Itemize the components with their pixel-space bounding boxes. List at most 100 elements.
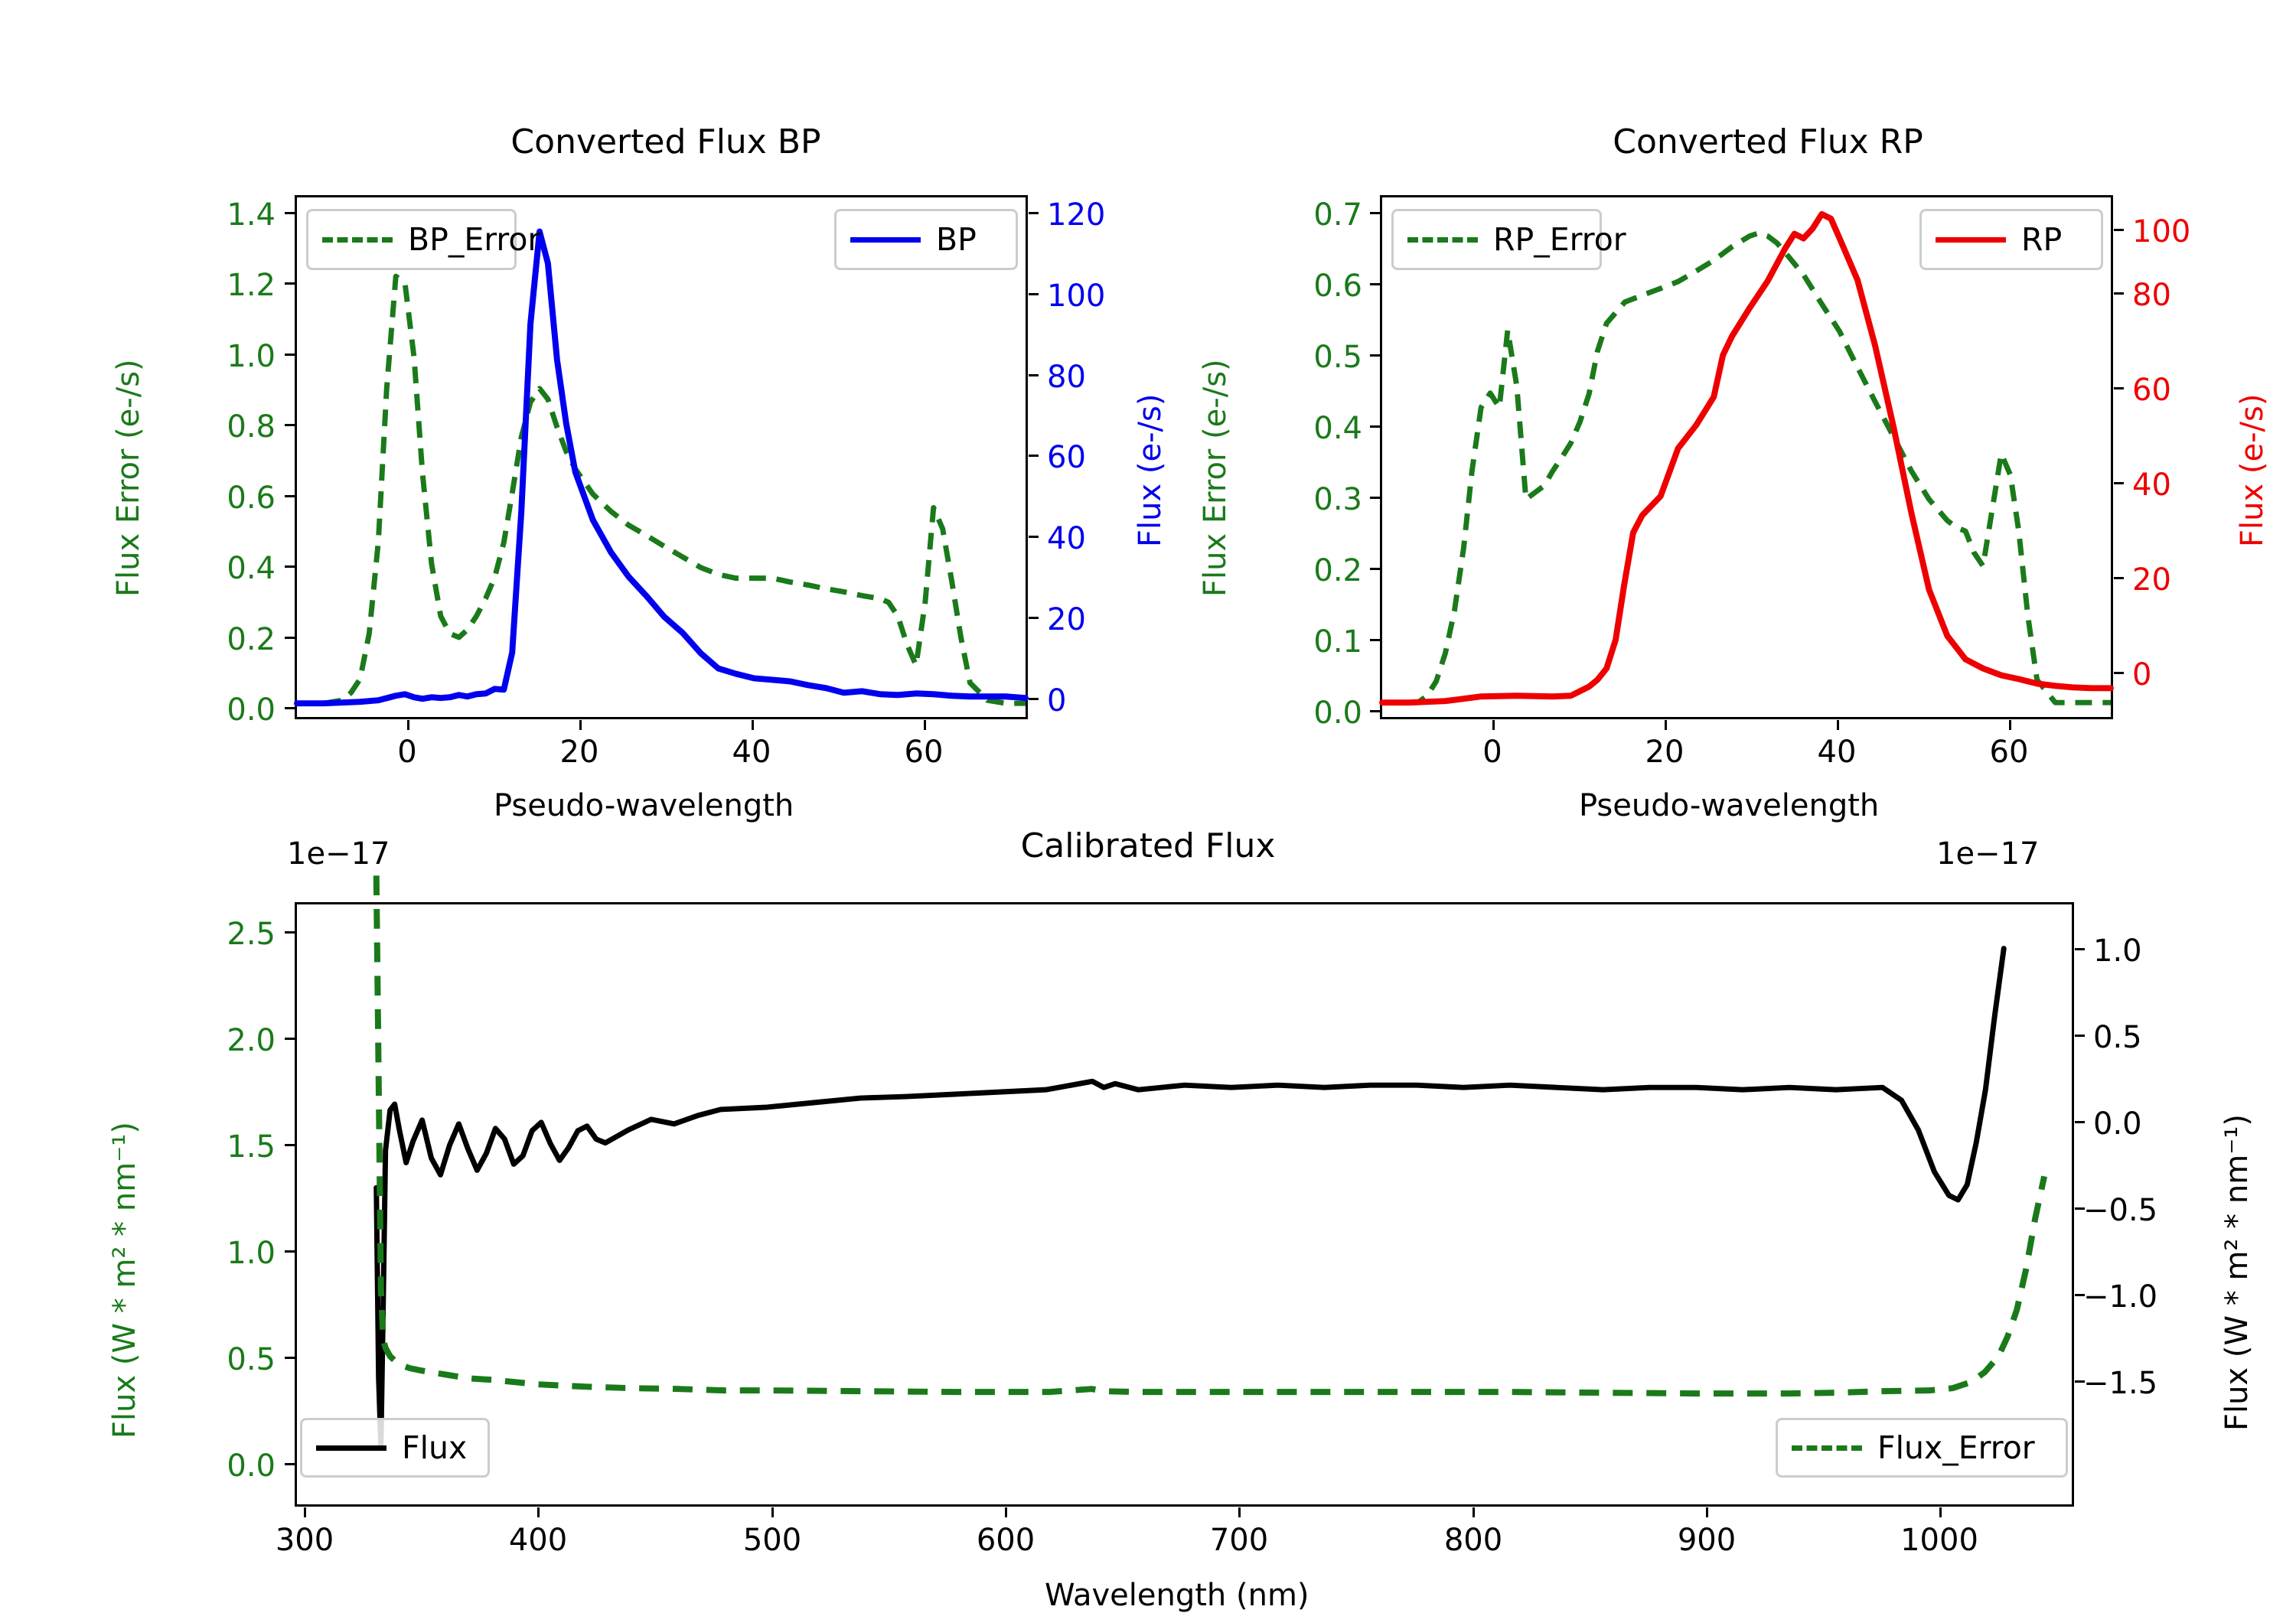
rp-xaxis-label: Pseudo-wavelength (1579, 788, 1880, 823)
bp-ytick-1: 1.2 (227, 268, 276, 303)
bp-plot-area (294, 195, 1029, 719)
calibrated-ytick-4: 0.5 (227, 1342, 276, 1377)
calibrated-flux-legend[interactable]: Flux (300, 1418, 490, 1478)
rp-ytickmark-0 (1370, 212, 1380, 214)
calibrated-ytickmark-2 (285, 1144, 295, 1146)
calibrated-ytick-right-4: −1.0 (2083, 1279, 2158, 1315)
bp-ytick-right-4: 40 (1047, 521, 1086, 556)
calibrated-ytick-right-0: 1.0 (2093, 934, 2142, 969)
calibrated-xtickmark-7 (1939, 1507, 1942, 1517)
bp-ytick-right-2: 80 (1047, 360, 1086, 395)
bp-xtickmark-0 (407, 720, 409, 730)
rp-error-legend[interactable]: RP_Error (1391, 209, 1626, 270)
bp-ytickmark-5 (285, 565, 295, 568)
rp-panel-title: Converted Flux RP (1613, 122, 1923, 161)
calibrated-xtickmark-1 (537, 1507, 540, 1517)
calibrated-xaxis-label: Wavelength (nm) (1045, 1578, 1309, 1613)
rp-ytickmark-6 (1370, 639, 1380, 641)
bp-error-curve (297, 273, 1026, 706)
calibrated-flux-error-legend-line-icon (1792, 1445, 1862, 1451)
calibrated-yaxis-label-right: Flux (W * m² * nm⁻¹) (2219, 1114, 2255, 1431)
bp-ytick-3: 0.8 (227, 409, 276, 445)
bp-error-legend-line-icon (322, 236, 393, 243)
rp-ytickmark-right-2 (2114, 387, 2124, 389)
bp-yaxis-label-left: Flux Error (e-/s) (111, 359, 146, 597)
bp-xtick-2: 40 (732, 735, 771, 770)
bp-ytick-right-3: 60 (1047, 440, 1086, 475)
calibrated-ytickmark-right-1 (2075, 1035, 2085, 1037)
calibrated-curves (373, 875, 2047, 1449)
bp-ytickmark-right-0 (1029, 212, 1039, 214)
calibrated-ytickmark-1 (285, 1038, 295, 1040)
calibrated-plot-area (295, 875, 2074, 1507)
bp-ytickmark-0 (285, 212, 295, 214)
calibrated-ytick-2: 1.5 (227, 1129, 276, 1165)
calibrated-flux-legend-label: Flux (402, 1429, 468, 1466)
bp-ytickmark-right-5 (1029, 617, 1039, 619)
rp-ytickmark-right-5 (2114, 672, 2124, 674)
rp-ytick-1: 0.6 (1313, 269, 1362, 304)
rp-curves (1379, 210, 2114, 706)
calibrated-ytickmark-5 (285, 1463, 295, 1465)
bp-ytickmark-1 (285, 282, 295, 285)
calibrated-ytickmark-right-0 (2075, 948, 2085, 950)
calibrated-xtickmark-5 (1473, 1507, 1475, 1517)
calibrated-flux-error-legend[interactable]: Flux_Error (1776, 1418, 2068, 1478)
rp-yaxis-label-left: Flux Error (e-/s) (1198, 359, 1233, 597)
bp-ytickmark-4 (285, 495, 295, 497)
rp-ytick-7: 0.0 (1313, 696, 1362, 731)
rp-ytick-4: 0.3 (1313, 482, 1362, 517)
bp-ytick-2: 1.0 (227, 339, 276, 374)
calibrated-xtickmark-2 (771, 1507, 774, 1517)
rp-ytickmark-right-4 (2114, 577, 2124, 579)
bp-ytick-right-5: 20 (1047, 602, 1086, 637)
calibrated-xtick-5: 800 (1443, 1523, 1503, 1558)
rp-curve (1379, 210, 2114, 706)
bp-ytickmark-right-4 (1029, 536, 1039, 538)
calibrated-flux-curve (373, 946, 2007, 1449)
rp-ytick-0: 0.7 (1313, 197, 1362, 233)
panel-calibrated-flux: Calibrated Flux 1e−17 1e−17 2.5 2.0 1.5 … (0, 826, 2296, 1613)
rp-xtick-0: 0 (1482, 735, 1502, 770)
bp-error-legend[interactable]: BP_Error (306, 209, 540, 270)
rp-ytick-right-0: 100 (2132, 214, 2191, 249)
bp-xtick-0: 0 (397, 735, 417, 770)
rp-legend[interactable]: RP (1919, 209, 2103, 270)
calibrated-offset-left: 1e−17 (287, 836, 390, 872)
bp-ytick-right-6: 0 (1047, 683, 1067, 719)
rp-ytick-right-4: 20 (2132, 562, 2171, 598)
panel-converted-flux-bp: Converted Flux BP 1.4 1.2 1.0 0.8 0.6 0.… (0, 0, 1168, 826)
bp-ytickmark-right-6 (1029, 698, 1039, 700)
bp-ytick-5: 0.4 (227, 551, 276, 586)
rp-ytick-right-1: 80 (2132, 278, 2171, 313)
rp-xtickmark-3 (2009, 720, 2011, 730)
calibrated-xtick-2: 500 (742, 1523, 802, 1558)
rp-ytick-right-2: 60 (2132, 373, 2171, 408)
bp-ytickmark-3 (285, 424, 295, 426)
rp-xtick-1: 20 (1645, 735, 1684, 770)
calibrated-flux-error-curve (373, 875, 2047, 1397)
rp-xtickmark-1 (1665, 720, 1667, 730)
calibrated-xtick-4: 700 (1209, 1523, 1269, 1558)
rp-ytick-6: 0.1 (1313, 624, 1362, 660)
calibrated-ytick-right-1: 0.5 (2093, 1020, 2142, 1055)
calibrated-ytick-3: 1.0 (227, 1236, 276, 1271)
bp-ytickmark-7 (285, 707, 295, 709)
bp-ytick-right-0: 120 (1047, 197, 1106, 233)
bp-ytick-4: 0.6 (227, 481, 276, 516)
rp-xtickmark-0 (1492, 720, 1495, 730)
bp-legend[interactable]: BP (834, 209, 1018, 270)
calibrated-offset-right: 1e−17 (1936, 836, 2040, 872)
calibrated-xtick-3: 600 (976, 1523, 1035, 1558)
bp-ytick-right-1: 100 (1047, 279, 1106, 314)
bp-ytickmark-2 (285, 354, 295, 356)
rp-ytickmark-5 (1370, 568, 1380, 570)
rp-ytickmark-right-0 (2114, 229, 2124, 231)
rp-ytickmark-3 (1370, 425, 1380, 428)
rp-legend-label: RP (2021, 221, 2063, 258)
rp-error-legend-line-icon (1407, 236, 1478, 243)
calibrated-yaxis-label-left: Flux (W * m² * nm⁻¹) (107, 1122, 142, 1439)
calibrated-ytick-0: 2.5 (227, 917, 276, 952)
rp-legend-line-icon (1936, 236, 2006, 243)
rp-ytickmark-7 (1370, 710, 1380, 712)
